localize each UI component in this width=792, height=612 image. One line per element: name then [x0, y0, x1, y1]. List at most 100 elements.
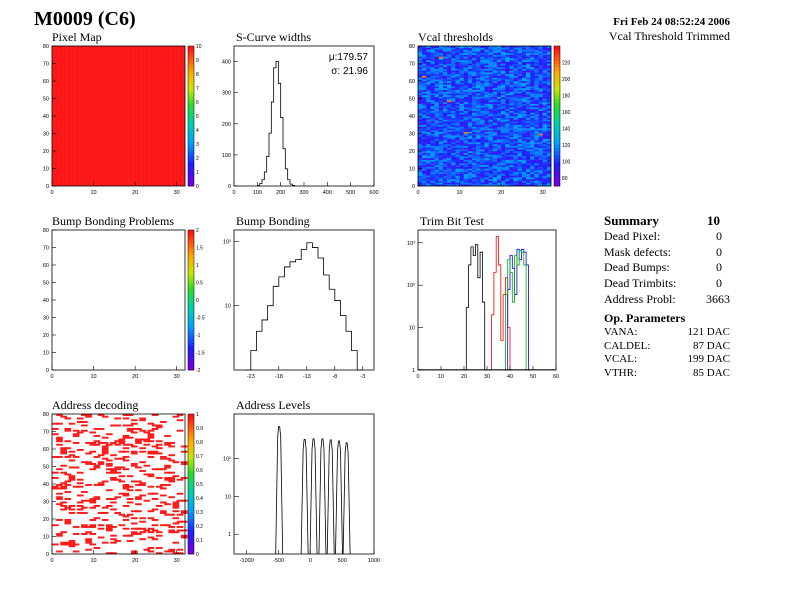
heatmap-cell	[542, 89, 548, 92]
heatmap-cell	[476, 70, 481, 73]
heatmap-cell	[472, 89, 477, 92]
heatmap-cell	[476, 177, 481, 180]
color-scale-cell	[188, 540, 194, 544]
heatmap-cell	[517, 91, 523, 94]
heatmap-cell	[538, 180, 543, 183]
heatmap-cell	[513, 58, 518, 61]
heatmap-cell	[422, 177, 427, 180]
heatmap-cell	[172, 461, 180, 464]
heatmap-cell	[526, 180, 531, 183]
heatmap-cell	[172, 531, 180, 534]
heatmap-cell	[542, 58, 548, 61]
heatmap-cell	[505, 60, 510, 62]
heatmap-cell	[164, 457, 171, 460]
heatmap-cell	[122, 485, 130, 488]
heatmap-cell	[509, 180, 514, 183]
heatmap-cell	[501, 161, 506, 164]
heatmap-cell	[418, 77, 423, 80]
heatmap-cell	[509, 156, 514, 159]
heatmap-cell	[455, 184, 460, 187]
heatmap-cell	[480, 82, 485, 85]
heatmap-cell	[517, 135, 523, 138]
heatmap-cell	[480, 151, 485, 153]
heatmap-cell	[530, 123, 535, 125]
heatmap-cell	[492, 60, 498, 62]
heatmap-cell	[418, 110, 423, 113]
heatmap-cell	[492, 147, 498, 150]
heatmap-cell	[459, 107, 464, 110]
heatmap-cell	[467, 173, 473, 176]
heatmap-cell	[155, 447, 163, 450]
heatmap-cell	[76, 478, 84, 481]
heatmap-cell	[459, 184, 464, 187]
heatmap-cell	[434, 179, 439, 181]
heatmap-cell	[135, 533, 142, 535]
heatmap-cell	[513, 67, 518, 69]
heatmap-cell	[442, 110, 448, 113]
heatmap-cell	[496, 53, 502, 55]
color-scale-cell	[554, 179, 560, 183]
heatmap-cell	[442, 179, 448, 181]
heatmap-cell	[122, 450, 130, 453]
heatmap-cell	[434, 135, 439, 138]
heatmap-cell	[526, 149, 531, 152]
heatmap-cell	[513, 166, 518, 169]
heatmap-cell	[526, 58, 531, 61]
heatmap-cell	[463, 154, 469, 157]
heatmap-cell	[81, 524, 88, 527]
heatmap-cell	[530, 84, 535, 87]
heatmap-cell	[484, 179, 489, 181]
heatmap-cell	[480, 126, 485, 129]
heatmap-cell	[509, 81, 514, 83]
heatmap-cell	[521, 47, 527, 50]
heatmap-cell	[426, 140, 431, 143]
heatmap-cell	[135, 489, 142, 492]
heatmap-cell	[542, 112, 548, 115]
heatmap-cell	[517, 67, 523, 69]
heatmap-cell	[521, 103, 527, 106]
heatmap-cell	[472, 138, 477, 141]
heatmap-cell	[513, 173, 518, 176]
heatmap-cell	[451, 103, 456, 106]
heatmap-cell	[526, 126, 531, 129]
heatmap-cell	[480, 145, 485, 148]
heatmap-cell	[496, 130, 502, 132]
heatmap-cell	[526, 177, 531, 180]
heatmap-cell	[438, 184, 444, 187]
heatmap-cell	[422, 123, 427, 125]
heatmap-cell	[463, 184, 469, 187]
heatmap-cell	[463, 79, 469, 82]
heatmap-cell	[517, 89, 523, 92]
heatmap-cell	[89, 524, 97, 527]
heatmap-cell	[526, 159, 531, 162]
heatmap-cell	[467, 89, 473, 92]
heatmap-cell	[135, 440, 142, 443]
color-scale-cell	[188, 137, 194, 141]
heatmap-cell	[89, 443, 97, 446]
heatmap-cell	[484, 177, 489, 180]
heatmap-cell	[509, 60, 514, 62]
heatmap-cell	[517, 110, 523, 113]
heatmap-cell	[438, 46, 444, 48]
heatmap-cell	[430, 82, 435, 85]
heatmap-cell	[501, 123, 506, 125]
heatmap-cell	[422, 49, 427, 52]
heatmap-cell	[93, 456, 101, 458]
heatmap-cell	[521, 119, 527, 122]
color-scale-label: 0	[196, 298, 199, 304]
heatmap-cell	[496, 54, 502, 57]
heatmap-cell	[130, 463, 138, 465]
heatmap-cell	[418, 179, 423, 181]
heatmap-cell	[496, 84, 502, 87]
heatmap-cell	[517, 172, 523, 174]
heatmap-cell	[492, 116, 498, 118]
heatmap-cell	[492, 161, 498, 164]
color-scale-cell	[188, 335, 194, 339]
heatmap-cell	[56, 436, 63, 439]
heatmap-cell	[426, 61, 431, 64]
heatmap-cell	[488, 119, 494, 122]
heatmap-cell	[438, 109, 444, 111]
summary-label: Dead Trimbits:	[604, 276, 677, 291]
heatmap-cell	[492, 119, 498, 122]
x-tick-label: -8	[332, 374, 337, 380]
